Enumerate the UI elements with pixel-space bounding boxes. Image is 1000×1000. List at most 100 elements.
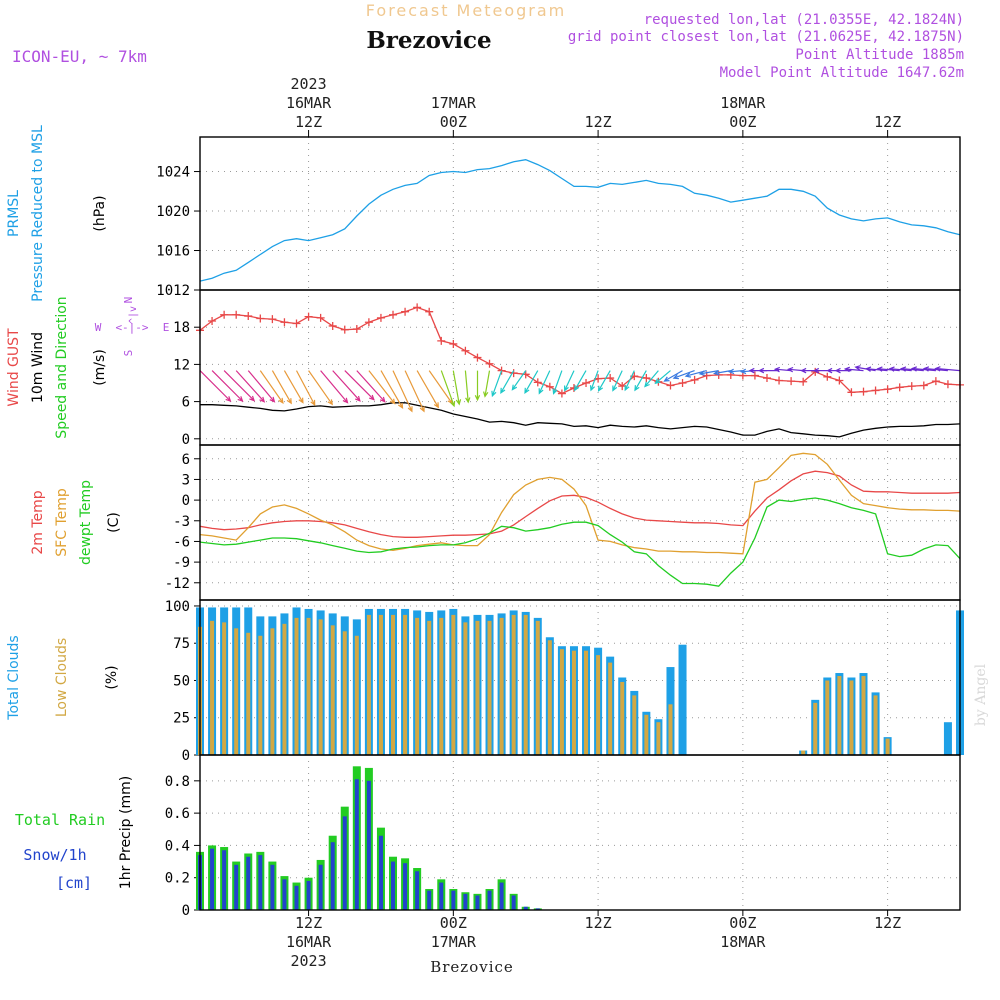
wind-arrow xyxy=(500,370,515,394)
clouds-inner-bar xyxy=(571,650,576,755)
wind-arrow xyxy=(271,370,292,405)
wind-arrow xyxy=(552,370,563,395)
wind-arrow xyxy=(474,370,481,402)
wind-label-1: 10m Wind xyxy=(30,332,46,403)
top-time-label: 2023 xyxy=(291,75,327,93)
product-title: Forecast Meteogram xyxy=(366,1,566,20)
wind-arrow xyxy=(612,370,623,392)
wind-arrow xyxy=(758,367,779,374)
gust-marker xyxy=(690,375,699,384)
station-title: Brezovice xyxy=(366,27,491,54)
wind-arrow xyxy=(574,370,587,392)
bottom-time-label: 12Z xyxy=(874,914,901,932)
gust-marker xyxy=(316,313,325,322)
gust-marker xyxy=(678,379,687,387)
precip-inner-bar xyxy=(439,882,444,910)
wind-arrow xyxy=(464,370,471,404)
wind-arrow xyxy=(295,370,316,407)
clouds-inner-bar xyxy=(415,617,420,755)
precip-inner-bar xyxy=(330,842,335,910)
gust-marker xyxy=(509,369,518,378)
precip-inner-bar xyxy=(391,861,396,910)
clouds-inner-bar xyxy=(885,738,890,755)
clouds-inner-bar xyxy=(620,681,625,755)
precip-inner-bar xyxy=(378,835,383,910)
precip-ytick-label: 0.4 xyxy=(165,838,190,854)
gust-marker xyxy=(919,381,928,390)
wind-arrow xyxy=(199,370,232,402)
clouds-ytick-label: 100 xyxy=(165,599,190,615)
clouds-ytick-label: 0 xyxy=(182,748,190,764)
precip-inner-bar xyxy=(511,895,516,910)
gust-marker xyxy=(533,378,542,387)
gust-marker xyxy=(352,325,361,334)
clouds-inner-bar xyxy=(354,635,359,755)
clouds-outer-bar xyxy=(943,722,952,755)
temp-dewpt-temp-line xyxy=(199,497,961,587)
clouds-inner-bar xyxy=(439,617,444,755)
precip-inner-bar xyxy=(403,863,408,910)
point-altitude: Point Altitude 1885m xyxy=(795,47,964,63)
gust-marker xyxy=(304,312,313,321)
footer-station: Brezovice xyxy=(430,958,514,976)
gust-marker xyxy=(220,310,229,319)
clouds-inner-bar xyxy=(330,625,335,755)
clouds-inner-bar xyxy=(342,631,347,755)
bottom-time-label: 17MAR xyxy=(431,933,477,951)
gust-marker xyxy=(883,385,892,394)
precip-inner-bar xyxy=(342,816,347,910)
clouds-inner-bar xyxy=(644,714,649,755)
clouds-inner-bar xyxy=(825,680,830,755)
gust-marker xyxy=(413,303,422,312)
wind-arrow xyxy=(698,370,719,376)
wind-label-2: Speed and Direction xyxy=(54,296,70,438)
wind-arrow xyxy=(888,366,912,372)
top-time-label: 12Z xyxy=(295,113,322,131)
gust-marker xyxy=(859,387,868,396)
precip-inner-bar xyxy=(523,906,528,910)
precip-unit: 1hr Precip (mm) xyxy=(118,776,134,889)
temp-ytick-label: -9 xyxy=(173,555,190,571)
precip-ytick-label: 0.6 xyxy=(165,806,190,822)
precip-inner-bar xyxy=(535,908,540,910)
wind-arrow xyxy=(247,370,276,403)
wind-arrow xyxy=(773,366,792,373)
bottom-time-label: 2023 xyxy=(291,952,327,970)
bottom-time-label: 00Z xyxy=(440,914,467,932)
wind-arrow xyxy=(589,370,599,392)
top-time-label: 16MAR xyxy=(286,94,332,112)
compass-w: W xyxy=(95,321,102,334)
wind-arrow xyxy=(564,370,575,392)
gridpoint-coords: grid point closest lon,lat (21.0625E, 42… xyxy=(568,29,964,45)
wind-arrow xyxy=(663,370,683,382)
wind-arrow xyxy=(356,370,386,403)
wind-arrow xyxy=(934,366,961,372)
clouds-inner-bar xyxy=(813,702,818,755)
wind-arrow xyxy=(624,370,635,392)
precip-inner-bar xyxy=(258,855,263,910)
clouds-inner-bar xyxy=(487,620,492,755)
clouds-inner-bar xyxy=(234,628,239,755)
gust-marker xyxy=(340,325,349,334)
pressure-ytick-label: 1020 xyxy=(156,204,190,220)
precip-inner-bar xyxy=(451,890,456,910)
clouds-inner-bar xyxy=(403,614,408,755)
clouds-inner-bar xyxy=(366,614,371,755)
wind-arrow xyxy=(452,370,462,406)
bottom-time-label: 12Z xyxy=(585,914,612,932)
compass-n: N xyxy=(122,297,135,304)
gust-marker xyxy=(473,353,482,362)
top-time-label: 00Z xyxy=(440,113,467,131)
gust-marker xyxy=(280,318,289,327)
precip-inner-bar xyxy=(366,780,371,910)
wind-arrow xyxy=(392,370,413,413)
wind-ytick-label: 12 xyxy=(173,357,190,373)
wind-arrow xyxy=(511,370,527,391)
clouds-inner-bar xyxy=(378,614,383,755)
wind-arrow xyxy=(440,370,456,408)
compass-s: S xyxy=(122,350,135,357)
clouds-inner-bar xyxy=(282,623,287,755)
gust-marker xyxy=(268,315,277,324)
wind-arrow xyxy=(524,370,539,394)
wind-arrow xyxy=(654,370,671,385)
